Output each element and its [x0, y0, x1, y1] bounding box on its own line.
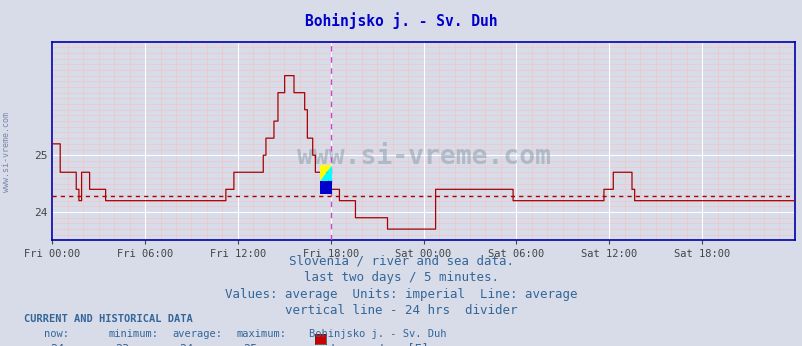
Text: CURRENT AND HISTORICAL DATA: CURRENT AND HISTORICAL DATA [24, 314, 192, 324]
Polygon shape [320, 165, 331, 181]
Text: temperature[F]: temperature[F] [329, 343, 428, 346]
Text: average:: average: [172, 329, 222, 339]
Text: minimum:: minimum: [108, 329, 158, 339]
Text: Slovenia / river and sea data.: Slovenia / river and sea data. [289, 254, 513, 267]
Text: 23: 23 [115, 343, 129, 346]
Text: Bohinjsko j. - Sv. Duh: Bohinjsko j. - Sv. Duh [305, 12, 497, 29]
Text: last two days / 5 minutes.: last two days / 5 minutes. [304, 271, 498, 284]
Text: www.si-vreme.com: www.si-vreme.com [2, 112, 11, 192]
Text: 25: 25 [243, 343, 257, 346]
Text: www.si-vreme.com: www.si-vreme.com [296, 144, 550, 170]
Text: vertical line - 24 hrs  divider: vertical line - 24 hrs divider [285, 304, 517, 317]
Text: now:: now: [44, 329, 69, 339]
Bar [320, 181, 331, 194]
Text: maximum:: maximum: [237, 329, 286, 339]
Polygon shape [320, 165, 331, 181]
Text: 24: 24 [51, 343, 65, 346]
Text: Bohinjsko j. - Sv. Duh: Bohinjsko j. - Sv. Duh [309, 329, 446, 339]
Text: 24: 24 [179, 343, 193, 346]
Text: Values: average  Units: imperial  Line: average: Values: average Units: imperial Line: av… [225, 288, 577, 301]
